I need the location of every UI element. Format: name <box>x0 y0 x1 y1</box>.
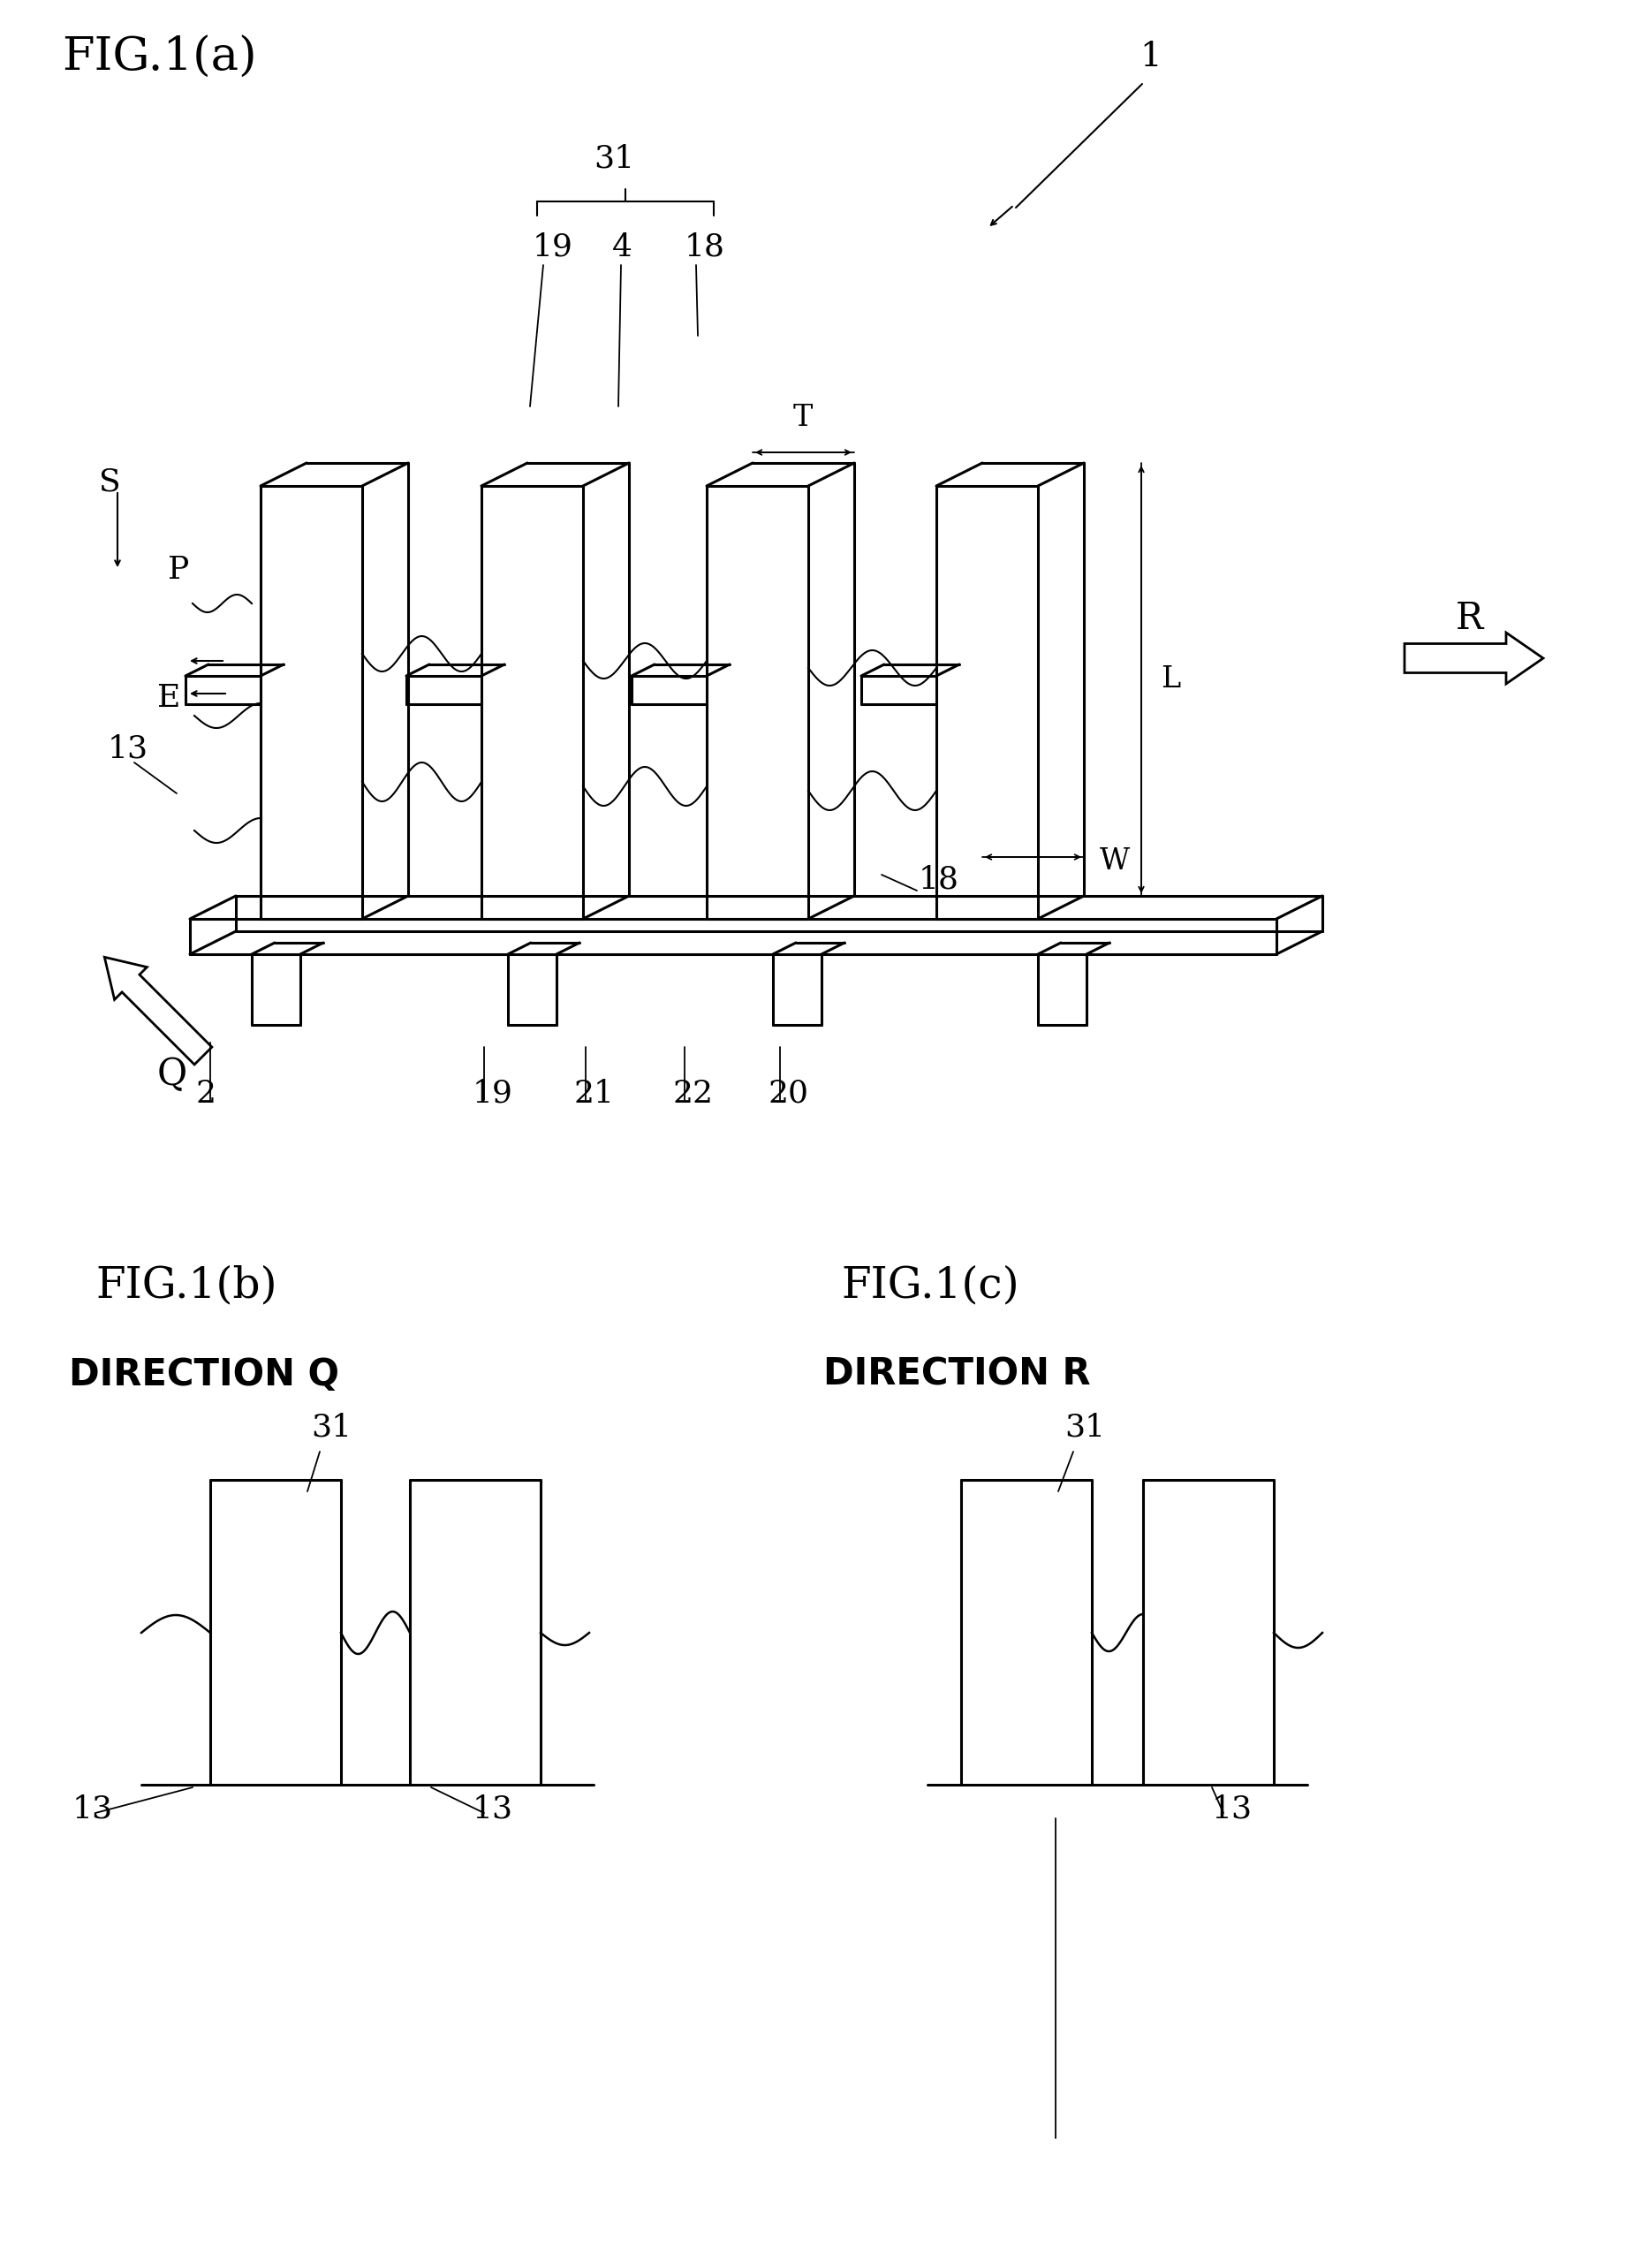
Text: 13: 13 <box>72 1794 114 1823</box>
FancyArrow shape <box>104 957 212 1064</box>
Text: T: T <box>793 404 812 431</box>
Text: S: S <box>99 467 120 497</box>
Text: 21: 21 <box>575 1080 615 1109</box>
Text: P: P <box>168 556 189 585</box>
FancyArrow shape <box>1405 633 1543 685</box>
Text: 19: 19 <box>532 231 573 263</box>
Text: E: E <box>158 683 181 712</box>
Text: 31: 31 <box>594 143 635 175</box>
Text: FIG.1(c): FIG.1(c) <box>842 1263 1019 1306</box>
Text: L: L <box>1161 665 1180 694</box>
Text: 22: 22 <box>672 1080 713 1109</box>
Text: 2: 2 <box>195 1080 217 1109</box>
Text: Q: Q <box>158 1057 187 1093</box>
Text: R: R <box>1455 601 1483 637</box>
Text: DIRECTION R: DIRECTION R <box>824 1356 1091 1393</box>
Text: 18: 18 <box>685 231 724 263</box>
Text: FIG.1(b): FIG.1(b) <box>96 1263 277 1306</box>
Text: FIG.1(a): FIG.1(a) <box>62 36 257 79</box>
Text: 31: 31 <box>311 1413 352 1442</box>
Text: 13: 13 <box>472 1794 513 1823</box>
Text: 19: 19 <box>472 1080 513 1109</box>
Text: 31: 31 <box>1065 1413 1105 1442</box>
Text: 4: 4 <box>612 231 632 263</box>
Text: 1: 1 <box>1140 41 1161 73</box>
Text: 18: 18 <box>918 864 959 894</box>
Text: DIRECTION Q: DIRECTION Q <box>68 1356 339 1393</box>
Text: 13: 13 <box>107 735 148 764</box>
Text: 13: 13 <box>1211 1794 1252 1823</box>
Text: W: W <box>1101 848 1130 875</box>
Text: 20: 20 <box>768 1080 809 1109</box>
